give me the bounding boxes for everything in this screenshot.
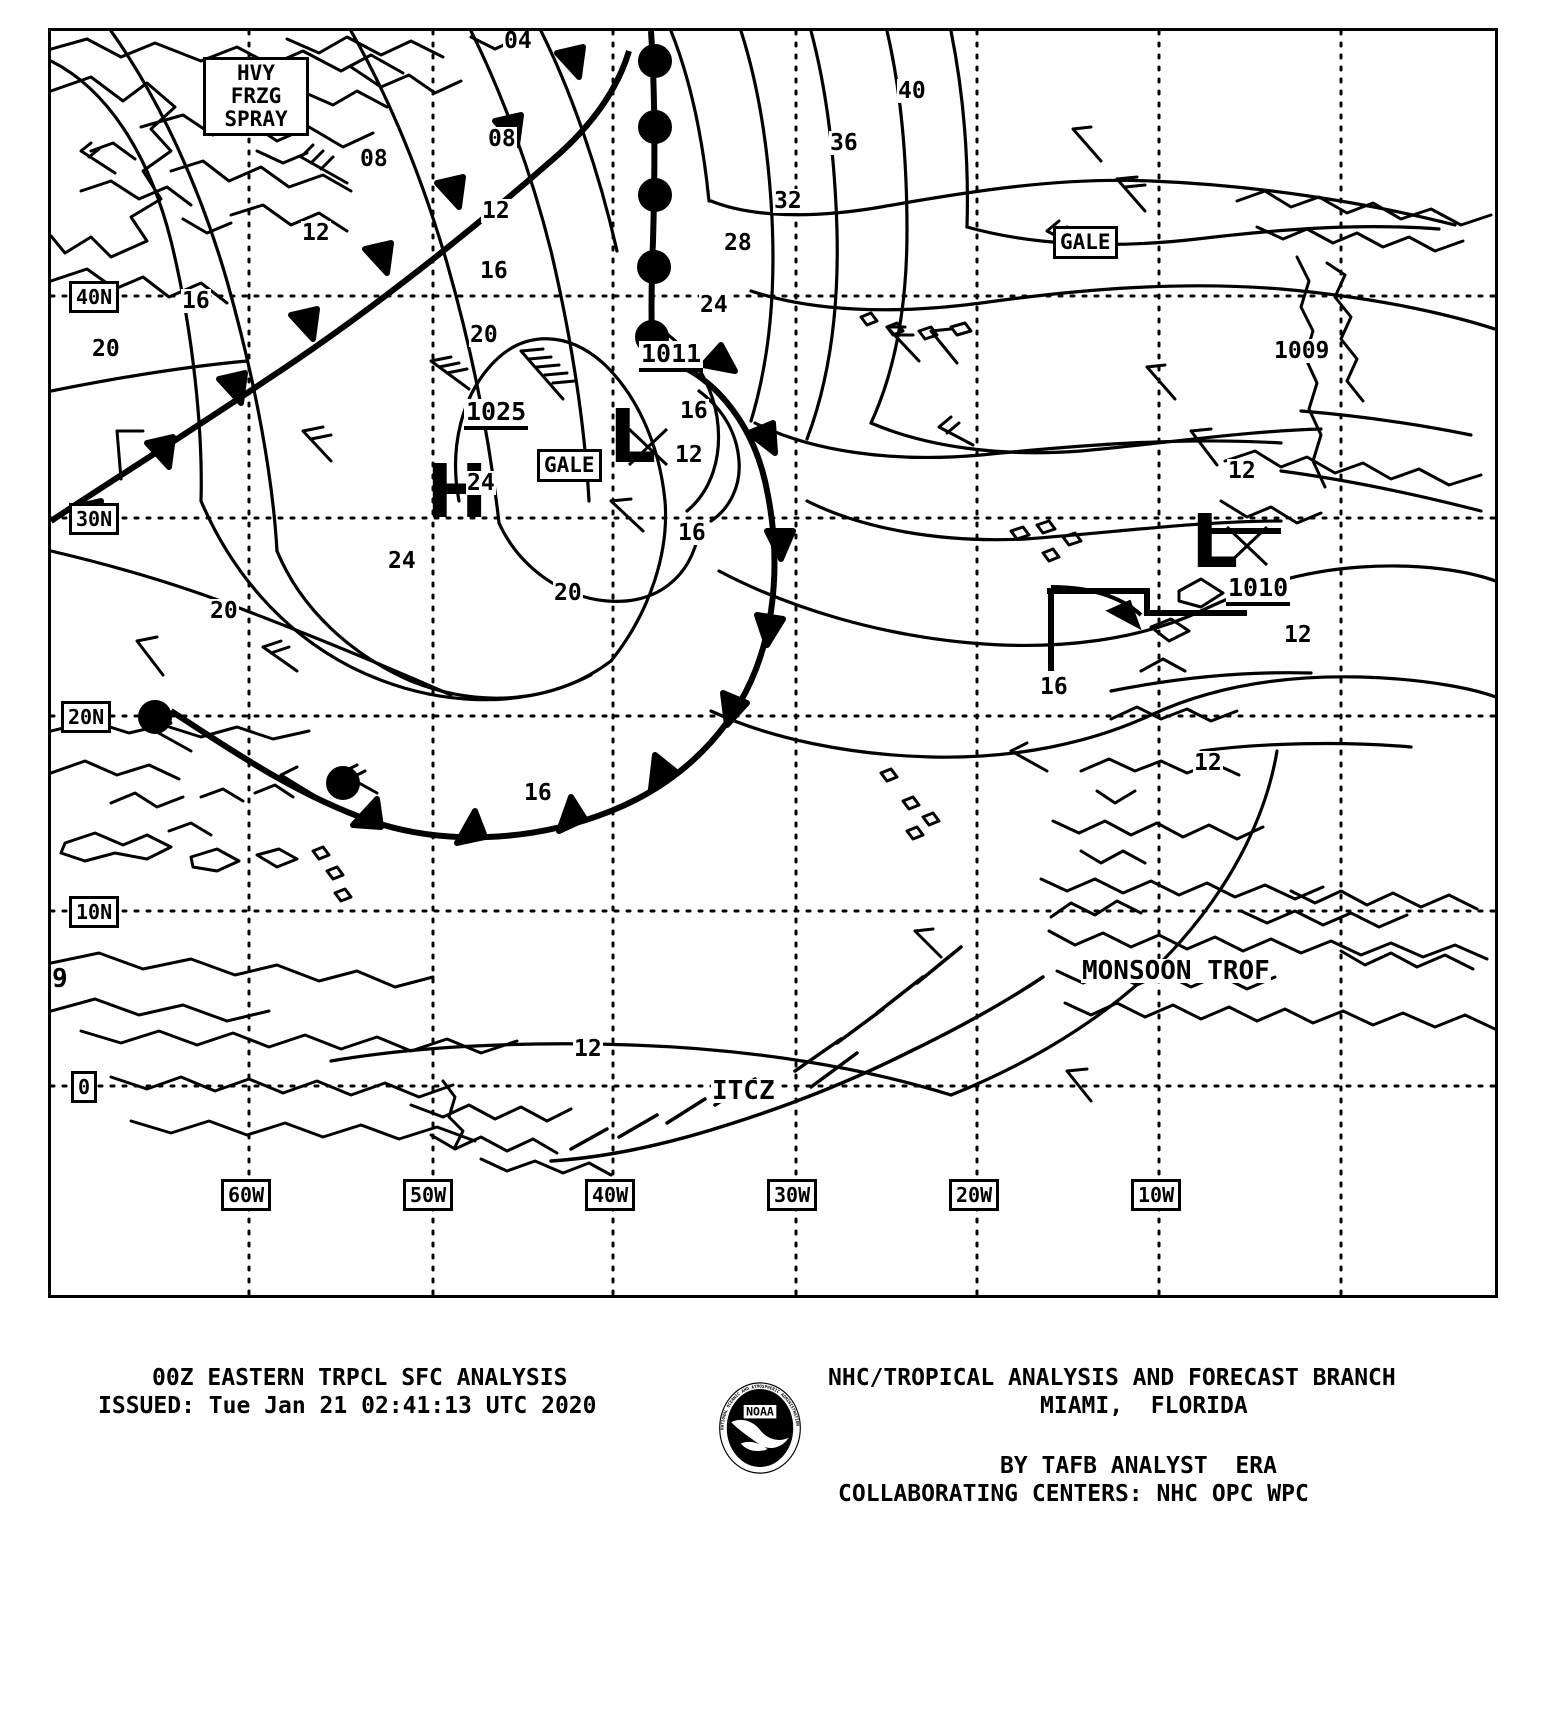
isobar-label-12-d: 12 [1227,458,1257,484]
isobar-label-28: 28 [723,230,753,256]
low-center-1010-glyph: L [1191,499,1239,585]
isobar-label-16-b: 16 [181,288,211,314]
isobar-label-16-e: 16 [523,780,553,806]
isobar-label-12-e: 12 [1283,622,1313,648]
footer: 00Z EASTERN TRPCL SFC ANALYSIS ISSUED: T… [0,1330,1542,1550]
noaa-wordmark: NOAA [746,1405,774,1419]
lon-label-50w: 50W [403,1179,454,1211]
chart-title: 00Z EASTERN TRPCL SFC ANALYSIS [152,1365,568,1391]
isobar-label-12-c: 12 [674,442,704,468]
pressure-value-1010: 1010 [1226,575,1291,606]
edge-label-9: 9 [51,964,69,994]
front-west-caribbean [138,700,360,800]
collaborating-centers-line: COLLABORATING CENTERS: NHC OPC WPC [838,1481,1309,1507]
isobar-label-24-b: 24 [387,548,417,574]
chart-issued: ISSUED: Tue Jan 21 02:41:13 UTC 2020 [98,1393,597,1419]
lat-label-20n: 20N [61,701,112,733]
itcz-label: ITCZ [711,1076,776,1106]
graticule [51,31,1495,1295]
isobar-label-12-b: 12 [301,220,331,246]
isobar-label-12-a: 12 [481,198,511,224]
isobar-label-16-c: 16 [679,398,709,424]
map-panel: 40N 30N 20N 10N 0 60W 50W 40W 30W 20W 10… [48,28,1498,1298]
lon-label-60w: 60W [221,1179,272,1211]
isobar-label-20-b: 20 [91,336,121,362]
cold-front-northwest [51,44,632,534]
cold-front-trailing-low [169,342,796,846]
isobar-label-04: 04 [503,28,533,54]
isobar-label-16-a: 16 [479,258,509,284]
lon-label-20w: 20W [949,1179,1000,1211]
lat-label-30n: 30N [69,503,120,535]
isobars [51,31,1495,1097]
trough-east [1050,585,1143,631]
agency-branch: NHC/TROPICAL ANALYSIS AND FORECAST BRANC… [828,1365,1396,1391]
warning-gale-east: GALE [1053,226,1118,259]
noaa-logo: NOAA NATIONAL OCEANIC AND ATMOSPHERIC AD… [719,1382,801,1474]
warning-hvy-frzg-spray: HVY FRZG SPRAY [203,57,309,136]
isobar-label-12-f: 12 [1193,750,1223,776]
map-graphics [51,31,1495,1295]
trough-lines-east [1047,528,1281,671]
lon-label-40w: 40W [585,1179,636,1211]
isobar-label-12-g: 12 [573,1036,603,1062]
lat-label-0: 0 [71,1071,98,1103]
center-crosshairs [627,427,1269,567]
low-center-1011-glyph: L [609,394,657,480]
analyst-line: BY TAFB ANALYST ERA [1000,1453,1277,1479]
itcz-line [549,945,1045,1163]
isobar-label-08-a: 08 [487,126,517,152]
isobar-label-32: 32 [773,188,803,214]
isobar-label-40: 40 [897,78,927,104]
isobar-label-20-a: 20 [469,322,499,348]
isobar-label-24-c: 24 [699,292,729,318]
coastlines [51,35,1495,1177]
warning-gale-west: GALE [537,449,602,482]
isobar-label-08-b: 08 [359,146,389,172]
pressure-value-1025: 1025 [464,399,529,430]
pressure-value-1011: 1011 [639,341,704,372]
isobar-label-16-d: 16 [677,520,707,546]
isobar-label-20-d: 20 [209,598,239,624]
lat-label-10n: 10N [69,896,120,928]
lat-label-40n: 40N [69,281,120,313]
isobar-label-20-c: 20 [553,580,583,606]
agency-city: MIAMI, FLORIDA [1040,1393,1248,1419]
lon-label-30w: 30W [767,1179,818,1211]
lon-label-10w: 10W [1131,1179,1182,1211]
occluded-front-center [635,31,672,362]
isobar-label-16-far-east: 16 [1039,674,1069,700]
isobar-label-1009: 1009 [1273,338,1331,364]
isobar-label-24-a: 24 [466,470,496,496]
monsoon-trough-label: MONSOON TROF [1081,956,1271,986]
isobar-label-36: 36 [829,130,859,156]
